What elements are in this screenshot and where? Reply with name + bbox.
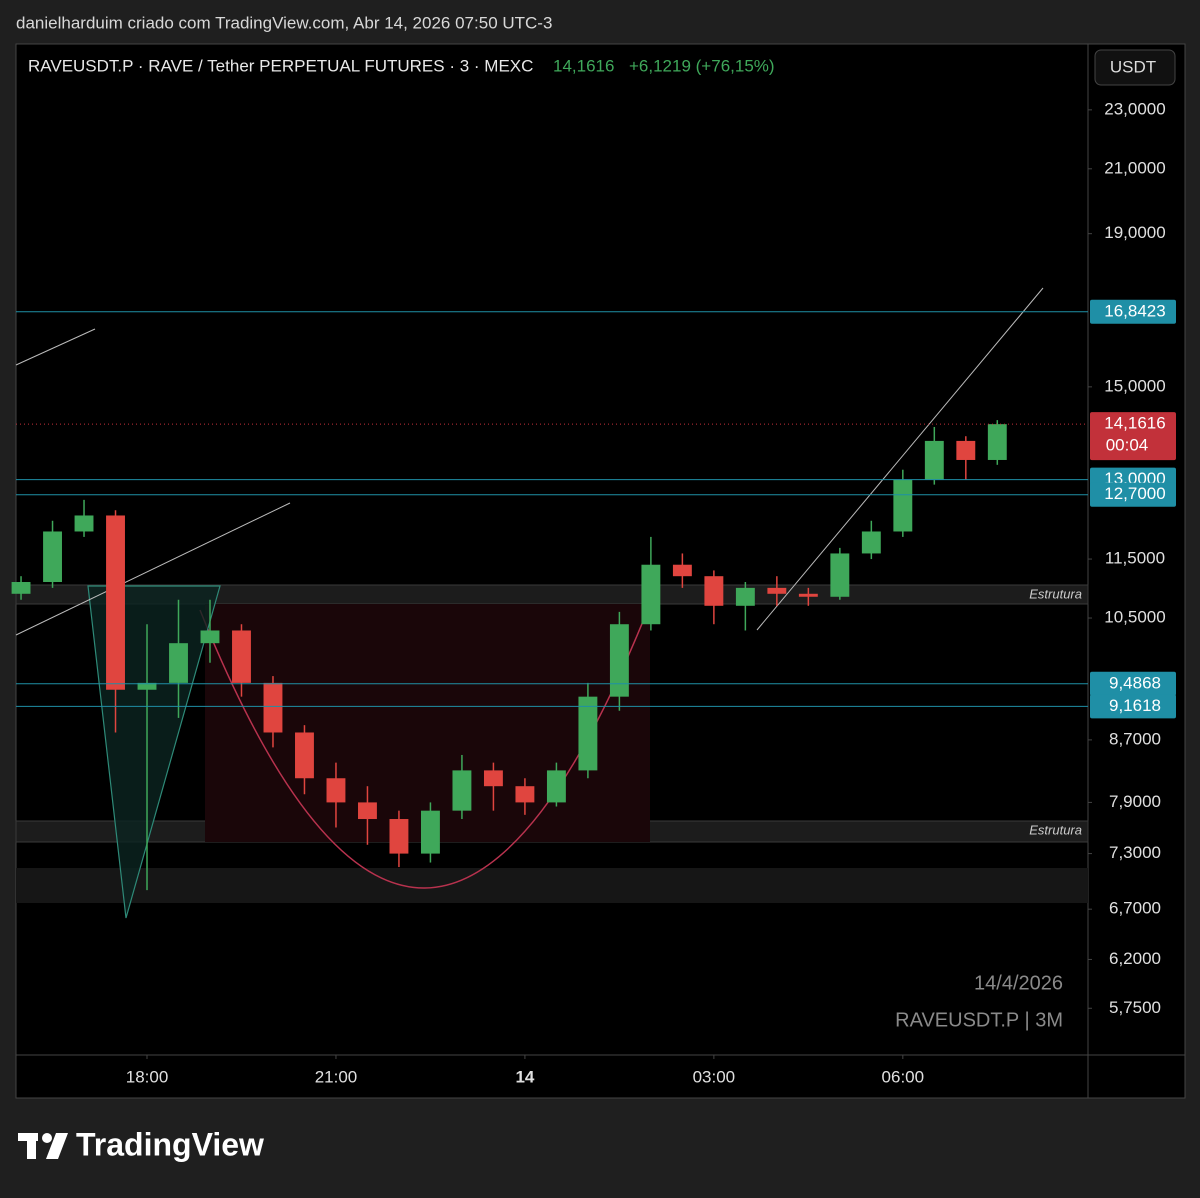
y-tick-label: 5,7500	[1109, 998, 1161, 1017]
y-tick-label: 19,0000	[1104, 223, 1165, 242]
currency-button[interactable]	[1094, 49, 1176, 86]
y-tick-label: 6,2000	[1109, 949, 1161, 968]
y-tick-label: 7,9000	[1109, 792, 1161, 811]
candle-body	[609, 624, 629, 697]
annotation: Estrutura	[1029, 822, 1082, 837]
logo-shape	[42, 1133, 52, 1143]
symbol-watermark: RAVEUSDT.P | 3M	[895, 1009, 1063, 1031]
currency[interactable]: USDT	[1110, 57, 1156, 76]
date-watermark: 14/4/2026	[974, 972, 1063, 994]
candle-body	[74, 515, 94, 532]
candle-body	[798, 593, 818, 597]
candle-body	[924, 440, 944, 480]
candle-body	[11, 582, 31, 594]
logo-shape	[46, 1133, 68, 1159]
trend-line	[756, 287, 1044, 631]
candle-body	[420, 810, 440, 854]
candle-body	[232, 630, 251, 683]
candle-body	[358, 802, 377, 820]
level-label: 12,7000	[1104, 484, 1165, 503]
y-tick-label: 6,7000	[1109, 899, 1161, 918]
candle-body	[106, 515, 125, 690]
annotation: Estrutura	[1029, 586, 1082, 601]
brand: TradingView	[76, 1126, 264, 1162]
logo-shape	[27, 1133, 36, 1159]
candle-body	[137, 682, 157, 690]
candle-body	[295, 732, 314, 779]
y-tick-label: 10,5000	[1104, 608, 1165, 627]
candle-body	[956, 440, 976, 460]
candle-body	[43, 531, 62, 583]
candle-body	[704, 576, 724, 606]
candle-body	[515, 786, 535, 803]
candle-body	[200, 630, 220, 644]
x-tick-label: 21:00	[315, 1067, 358, 1086]
candle-body	[830, 553, 850, 597]
candle-body	[546, 770, 566, 803]
candle-body	[452, 770, 472, 811]
candle-body	[641, 564, 661, 625]
y-tick-label: 21,0000	[1104, 158, 1165, 177]
level-label-box	[1090, 482, 1176, 507]
last-price-box	[1090, 412, 1176, 461]
candle-body	[169, 643, 188, 683]
candle-body	[767, 587, 787, 594]
countdown: 00:04	[1106, 436, 1149, 455]
candle-body	[326, 778, 346, 803]
trend-line	[15, 328, 96, 366]
zone	[16, 868, 1088, 903]
candle-body	[987, 424, 1007, 460]
candle-body	[861, 531, 881, 554]
x-tick-label: 18:00	[126, 1067, 169, 1086]
chart-title: RAVEUSDT.P · RAVE / Tether PERPETUAL FUT…	[28, 56, 533, 75]
level-label: 9,4868	[1109, 673, 1161, 692]
logo	[18, 1133, 68, 1159]
y-tick-label: 23,0000	[1104, 99, 1165, 118]
level-label-box	[1090, 694, 1176, 719]
y-tick-label: 7,3000	[1109, 843, 1161, 862]
price-change: +6,1219 (+76,15%)	[629, 56, 775, 75]
candle-body	[893, 479, 913, 532]
candle-body	[263, 682, 283, 733]
y-tick-label: 8,7000	[1109, 729, 1161, 748]
last-price: 14,1616	[553, 56, 614, 75]
x-tick-label: 14	[515, 1067, 534, 1086]
last-price-label: 14,1616	[1104, 414, 1165, 433]
x-tick-label: 06:00	[882, 1067, 925, 1086]
attribution: danielharduim criado com TradingView.com…	[16, 13, 552, 32]
level-label-box	[1090, 671, 1176, 696]
candle-body	[672, 564, 692, 577]
trend-line	[15, 502, 291, 636]
chart-panel	[15, 43, 1186, 1099]
candle-body	[483, 770, 503, 787]
level-label-box	[1090, 299, 1176, 324]
x-tick-label: 03:00	[693, 1067, 736, 1086]
level-label: 16,8423	[1104, 301, 1165, 320]
candle-body	[578, 696, 598, 771]
level-label: 9,1618	[1109, 696, 1161, 715]
candle-body	[735, 587, 755, 606]
y-tick-label: 15,0000	[1104, 376, 1165, 395]
y-tick-label: 11,5000	[1105, 549, 1165, 568]
candle-body	[389, 819, 409, 854]
